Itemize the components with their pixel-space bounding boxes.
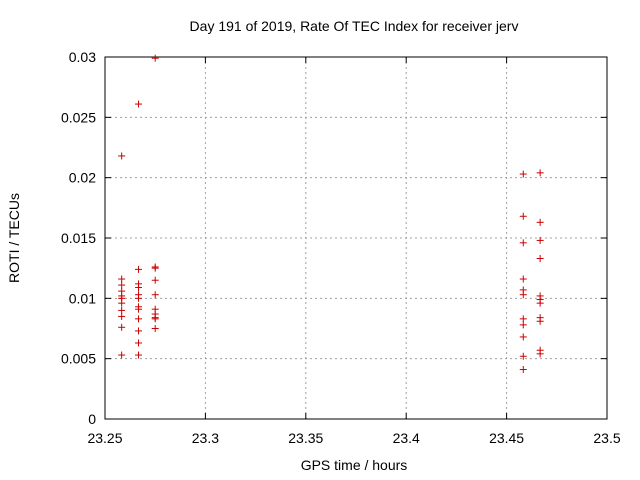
data-point-plus	[151, 276, 159, 284]
data-point-plus	[519, 315, 527, 323]
y-tick-label: 0.015	[61, 230, 96, 246]
data-point-plus	[118, 152, 126, 160]
y-axis-ticks: 0 0.005 0.01 0.015 0.02 0.025 0.03	[61, 49, 607, 427]
data-point-plus	[118, 299, 126, 307]
x-tick-label: 23.5	[593, 430, 620, 446]
data-point-plus	[118, 275, 126, 283]
data-point-plus	[135, 327, 143, 335]
data-point-plus	[118, 312, 126, 320]
data-point-plus	[151, 315, 159, 323]
data-point-plus	[536, 236, 544, 244]
data-point-plus	[118, 306, 126, 314]
data-point-plus	[151, 325, 159, 332]
data-point-plus	[536, 299, 544, 307]
data-point-plus	[519, 352, 527, 360]
data-point-plus	[519, 321, 527, 329]
data-point-plus	[536, 350, 544, 358]
data-point-plus	[135, 305, 143, 313]
x-tick-label: 23.35	[288, 430, 323, 446]
data-point-plus	[151, 291, 159, 299]
x-tick-label: 23.3	[192, 430, 219, 446]
data-point-plus	[135, 294, 143, 302]
data-point-plus	[135, 265, 143, 273]
y-tick-label: 0.005	[61, 351, 96, 367]
plot-frame	[104, 56, 608, 420]
y-tick-label: 0.01	[69, 290, 96, 306]
x-tick-label: 23.45	[489, 430, 524, 446]
data-point-plus	[519, 239, 527, 247]
data-point-plus	[536, 317, 544, 325]
y-tick-label: 0	[88, 411, 96, 427]
data-point-plus	[519, 291, 527, 299]
data-point-plus	[519, 170, 527, 178]
data-point-plus	[135, 339, 143, 347]
data-point-plus	[519, 212, 527, 220]
data-point-plus	[118, 351, 126, 359]
x-axis-ticks: 23.25 23.3 23.35 23.4 23.45 23.5	[87, 57, 621, 446]
x-tick-label: 23.25	[87, 430, 122, 446]
x-axis-label: GPS time / hours	[301, 457, 408, 473]
data-point-plus	[151, 54, 159, 62]
data-point-plus	[151, 264, 159, 272]
y-axis-label: ROTI / TECUs	[6, 193, 22, 283]
data-point-plus	[519, 275, 527, 283]
y-tick-label: 0.03	[69, 49, 96, 65]
y-tick-label: 0.025	[61, 109, 96, 125]
chart-title: Day 191 of 2019, Rate Of TEC Index for r…	[190, 18, 519, 34]
data-point-plus	[536, 169, 544, 177]
data-point-plus	[135, 351, 143, 359]
data-point-plus	[118, 323, 126, 331]
x-tick-label: 23.4	[393, 430, 420, 446]
data-point-plus	[135, 283, 143, 291]
data-point-plus	[519, 333, 527, 341]
data-point-plus	[135, 315, 143, 323]
data-points	[118, 54, 544, 374]
data-point-plus	[536, 218, 544, 226]
data-point-plus	[135, 100, 143, 108]
data-point-plus	[519, 366, 527, 374]
data-point-plus	[536, 255, 544, 263]
data-point-plus	[118, 281, 126, 289]
y-tick-label: 0.02	[69, 170, 96, 186]
grid-lines	[105, 57, 607, 419]
